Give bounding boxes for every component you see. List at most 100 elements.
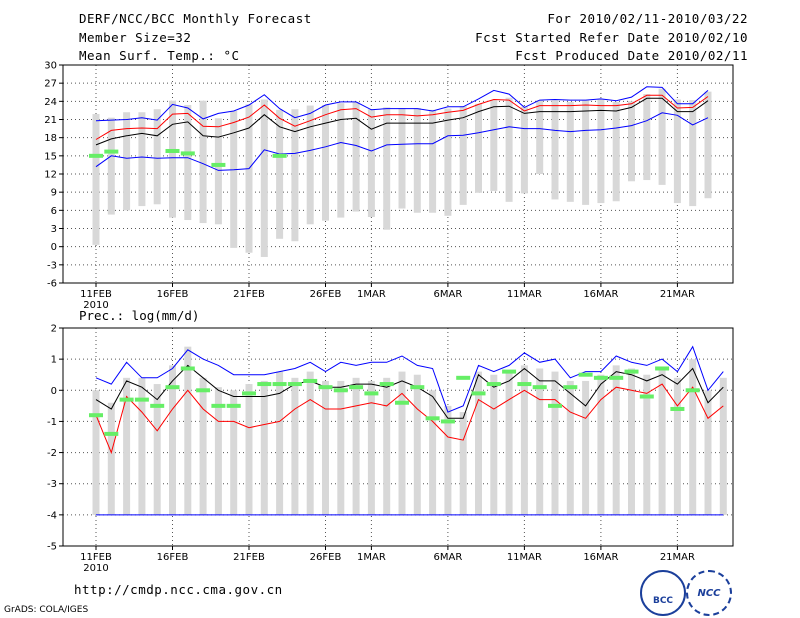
prec-range-box [123, 377, 131, 515]
prec-range-box [597, 374, 605, 515]
prec-plot-frame [62, 327, 734, 547]
prec-range-box [551, 371, 559, 515]
prec-observed-mark [593, 375, 608, 380]
temp-range-box [367, 109, 375, 217]
temp-ytick-label: 12 [44, 170, 57, 181]
temp-observed-mark [165, 148, 180, 153]
prec-observed-mark [104, 431, 119, 436]
prec-range-box [612, 365, 620, 515]
prec-observed-mark [609, 375, 624, 380]
prec-range-box [536, 368, 544, 515]
prec-range-box [658, 368, 666, 515]
prec-observed-mark [395, 400, 409, 405]
prec-range-box [352, 377, 360, 515]
prec-observed-mark [180, 366, 195, 371]
prec-range-box [260, 380, 268, 515]
temp-range-box [444, 108, 452, 216]
prec-range-box [459, 412, 467, 515]
prec-observed-mark [456, 375, 471, 380]
temp-observed-mark [272, 153, 287, 158]
temp-ytick-label: 3 [51, 224, 57, 235]
temp-xtick-label: 11MAR [507, 289, 542, 300]
prec-range-box [245, 384, 253, 515]
temp-range-box [291, 109, 299, 242]
temp-ytick-label: 15 [44, 151, 57, 162]
prec-range-box [138, 377, 146, 515]
grads-credit: GrADS: COLA/IGES [4, 605, 89, 615]
prec-observed-mark [685, 388, 700, 393]
member-size: Member Size=32 [79, 30, 192, 45]
temp-xtick-label: 6MAR [434, 289, 463, 300]
prec-observed-mark [333, 388, 348, 393]
ncc-logo: NCC [686, 570, 732, 616]
prec-range-box [214, 387, 222, 515]
prec-observed-mark [364, 391, 379, 396]
temp-range-box [582, 100, 590, 205]
prec-range-box [383, 377, 391, 515]
prec-ytick-label: -5 [47, 542, 57, 553]
temp-series-upper [95, 86, 709, 122]
temp-range-box [199, 100, 207, 224]
prec-range-box [628, 368, 635, 515]
prec-observed-mark [379, 382, 394, 387]
prec-xtick-label: 16MAR [583, 552, 618, 563]
temp-range-box [612, 101, 620, 202]
prec-observed-mark [563, 385, 578, 390]
prec-range-box [322, 380, 329, 515]
prec-observed-mark [486, 382, 501, 387]
temp-ytick-label: -3 [47, 260, 57, 271]
prec-range-box [566, 380, 574, 515]
temp-range-box [704, 91, 712, 199]
prec-xtick-label: 16FEB [157, 552, 189, 563]
prec-range-box [230, 390, 238, 515]
temp-series-mean [95, 97, 709, 146]
temp-series-red [95, 94, 709, 140]
forecast-period: For 2010/02/11-2010/03/22 [547, 11, 748, 26]
temp-range-box [107, 117, 115, 215]
prec-observed-mark [639, 394, 654, 399]
temp-range-box [322, 104, 329, 221]
prec-observed-mark [134, 397, 149, 402]
bcc-logo-text: BCC [652, 596, 674, 606]
prec-series-mean [95, 364, 724, 419]
prec-observed-mark [670, 406, 685, 411]
prec-observed-mark [196, 388, 211, 393]
prec-observed-mark [150, 403, 165, 408]
prec-range-box [107, 402, 115, 515]
prec-range-box [413, 374, 421, 515]
temp-range-box [490, 100, 498, 191]
temp-range-box [169, 100, 176, 218]
prec-range-box [444, 405, 452, 515]
temp-range-box [230, 111, 238, 248]
prec-xtick-label: 6MAR [434, 552, 463, 563]
temp-observed-mark [180, 151, 195, 156]
variable-label: Mean Surf. Temp.: °C [79, 48, 240, 63]
prec-range-box [704, 390, 712, 515]
bcc-logo: BCC [640, 570, 686, 616]
ncc-logo-text: NCC [697, 587, 721, 599]
temp-ytick-label: 9 [51, 188, 57, 199]
temp-range-box [429, 109, 437, 213]
temp-xtick-label: 1MAR [357, 289, 386, 300]
temp-xtick-sublabel: 2010 [83, 300, 108, 311]
temp-range-box [413, 107, 421, 213]
prec-observed-mark [226, 403, 241, 408]
temp-ytick-label: 30 [44, 61, 57, 72]
prec-range-box [429, 390, 437, 515]
prec-observed-mark [578, 372, 593, 377]
prec-xtick-label: 1MAR [357, 552, 386, 563]
produced-date: Fcst Produced Date 2010/02/11 [515, 48, 748, 63]
start-date: Fcst Started Refer Date 2010/02/10 [475, 30, 748, 45]
prec-range-box [153, 384, 161, 515]
source-url[interactable]: http://cmdp.ncc.cma.gov.cn [74, 582, 283, 597]
temp-range-box [643, 94, 651, 181]
prec-observed-mark [318, 385, 333, 390]
temp-range-box [628, 101, 635, 182]
temp-range-box [123, 112, 131, 211]
prec-ytick-label: -3 [47, 479, 57, 490]
temp-range-box [92, 114, 100, 245]
temp-ytick-label: -6 [47, 279, 57, 290]
prec-xtick-label: 26FEB [310, 552, 342, 563]
prec-range-box [673, 377, 681, 515]
